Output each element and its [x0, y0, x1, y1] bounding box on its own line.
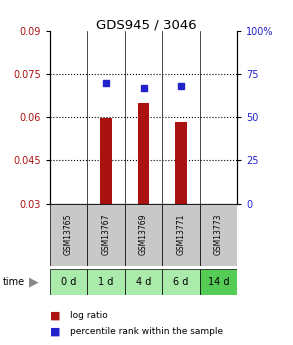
Text: GSM13767: GSM13767	[102, 214, 110, 255]
Text: 6 d: 6 d	[173, 277, 189, 287]
Text: 4 d: 4 d	[136, 277, 151, 287]
Text: log ratio: log ratio	[70, 311, 108, 320]
Text: 0 d: 0 d	[61, 277, 76, 287]
Text: ▶: ▶	[29, 276, 38, 288]
Text: 14 d: 14 d	[208, 277, 229, 287]
Text: GDS945 / 3046: GDS945 / 3046	[96, 19, 197, 32]
Text: 1 d: 1 d	[98, 277, 114, 287]
Text: ■: ■	[50, 326, 60, 336]
Text: GSM13765: GSM13765	[64, 214, 73, 255]
Text: percentile rank within the sample: percentile rank within the sample	[70, 327, 224, 336]
Bar	[87, 269, 125, 295]
Text: GSM13771: GSM13771	[177, 214, 185, 255]
Bar	[50, 269, 87, 295]
Bar	[50, 204, 87, 266]
Text: GSM13773: GSM13773	[214, 214, 223, 255]
Bar	[125, 204, 162, 266]
Text: time: time	[3, 277, 25, 287]
Bar	[200, 204, 237, 266]
Bar	[138, 103, 149, 204]
Text: ■: ■	[50, 311, 60, 321]
Bar	[125, 269, 162, 295]
Bar	[200, 269, 237, 295]
Bar	[100, 118, 112, 204]
Bar	[176, 122, 187, 204]
Bar	[162, 269, 200, 295]
Bar	[87, 204, 125, 266]
Bar	[162, 204, 200, 266]
Text: GSM13769: GSM13769	[139, 214, 148, 255]
